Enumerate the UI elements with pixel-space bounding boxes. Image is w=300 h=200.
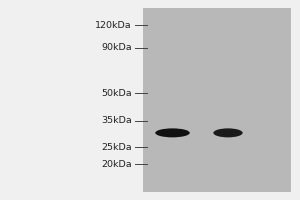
- Text: 25kDa: 25kDa: [101, 143, 132, 152]
- Text: 90kDa: 90kDa: [101, 43, 132, 52]
- Text: 120kDa: 120kDa: [95, 21, 132, 30]
- Ellipse shape: [213, 128, 243, 137]
- Ellipse shape: [155, 128, 190, 137]
- FancyBboxPatch shape: [142, 8, 291, 192]
- Text: 20kDa: 20kDa: [101, 160, 132, 169]
- Text: 50kDa: 50kDa: [101, 89, 132, 98]
- Text: 35kDa: 35kDa: [101, 116, 132, 125]
